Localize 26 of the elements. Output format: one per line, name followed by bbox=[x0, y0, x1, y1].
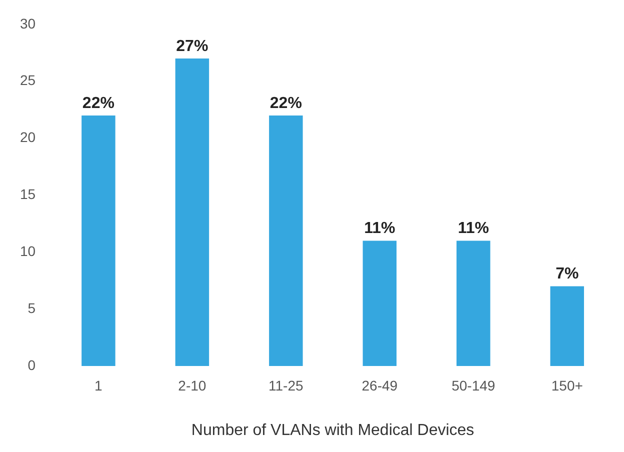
x-tick-label: 1 bbox=[94, 377, 103, 394]
y-tick-label: 25 bbox=[20, 72, 36, 88]
data-label: 11% bbox=[458, 220, 489, 238]
y-tick-label: 30 bbox=[20, 15, 36, 32]
y-tick-label: 20 bbox=[20, 129, 36, 146]
data-label: 22% bbox=[270, 94, 302, 112]
x-tick-label: 2-10 bbox=[178, 377, 206, 394]
y-tick-label: 15 bbox=[20, 186, 36, 202]
x-tick-label: 26-49 bbox=[362, 377, 398, 394]
x-axis-title: Number of VLANs with Medical Devices bbox=[191, 422, 474, 439]
data-label: 27% bbox=[176, 38, 208, 55]
data-label: 22% bbox=[82, 94, 114, 112]
bar bbox=[269, 115, 303, 366]
bar bbox=[456, 240, 490, 366]
bar bbox=[82, 115, 116, 366]
x-tick-label: 50-149 bbox=[452, 377, 496, 394]
data-label: 7% bbox=[556, 266, 579, 283]
y-tick-label: 10 bbox=[20, 242, 36, 259]
y-tick-label: 5 bbox=[28, 300, 36, 316]
x-tick-label: 11-25 bbox=[268, 377, 304, 394]
x-tick-label: 150+ bbox=[551, 377, 583, 394]
y-tick-label: 0 bbox=[28, 356, 36, 373]
bar bbox=[362, 240, 397, 366]
bar bbox=[175, 58, 210, 366]
data-label: 11% bbox=[364, 220, 396, 238]
bar bbox=[550, 286, 584, 366]
